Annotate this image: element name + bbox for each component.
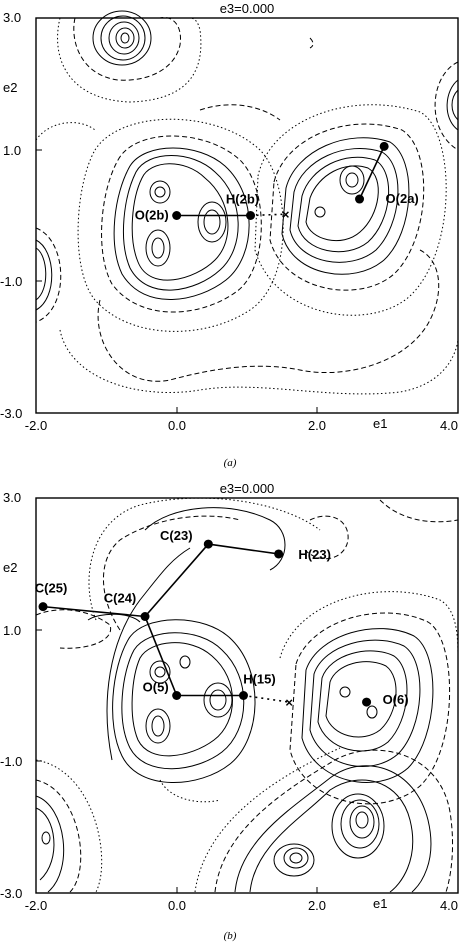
panel-a-caption: (a) [224,457,237,469]
panel-a-ylabel: e2 [3,80,17,95]
atom-label: H(2b) [226,192,259,207]
atom-dot [355,194,365,204]
atom-dot [362,697,372,707]
atom-dot [38,602,48,612]
panel-b-bonds [42,543,279,697]
panel-a-xtick-0: -2.0 [25,418,47,433]
panel-a: e3=0.000 [0,1,459,469]
atom-dot [172,691,182,700]
bond-1 [358,146,385,200]
panel-b-frame [35,497,459,894]
panel-a-bonds [176,146,385,217]
hbond-line [250,213,286,217]
panel-a-xlabel: e1 [373,416,387,431]
atom-label: O(2a) [386,191,419,206]
panel-a-contours [35,10,459,395]
panel-a-title: e3=0.000 [220,1,275,16]
panel-a-ytick-3: -3.0 [0,406,22,421]
atom-label: C(25) [35,581,68,596]
panel-b-ytick-3: -3.0 [0,886,22,901]
panel-b-ytick-0: 3.0 [3,490,21,505]
panel-b-xtick-3: 4.0 [440,898,458,913]
atom-dot [140,612,150,621]
bond-4 [208,543,279,555]
atom-label: C(24) [104,591,137,606]
panel-b-xtick-0: -2.0 [25,898,47,913]
panel-a-ticks [36,17,318,414]
atom-dot [203,539,213,549]
atom-dot [379,141,389,151]
panel-a-ytick-2: -1.0 [0,274,22,289]
atom-label: H(15) [243,672,276,687]
panel-b-xlabel: e1 [373,896,387,911]
bond-3 [144,543,209,618]
panel-b-caption: (b) [224,930,237,942]
panel-b-contours [35,497,459,893]
panel-a-xtick-1: 0.0 [168,418,186,433]
panel-b-marker: × [243,694,293,710]
atom-label: O(2b) [135,208,169,223]
panel-b-ytick-2: -1.0 [0,754,22,769]
panel-b: e3=0.000 [0,481,459,942]
panel-b-xtick-1: 0.0 [168,898,186,913]
panel-b-ticks [36,497,318,894]
atom-dot [172,211,182,220]
atom-label: O(6) [383,692,409,707]
atom-dot [274,549,284,559]
bond-1 [144,616,178,696]
atom-label: H(23) [298,547,331,562]
panel-b-atoms: O(5) H(15) O(6) C(24) C(25) C(23) H(23) [35,528,409,707]
panel-b-title: e3=0.000 [220,481,275,496]
hbond-line [243,694,290,703]
panel-a-ytick-1: 1.0 [3,143,21,158]
atom-label: C(23) [160,528,193,543]
cross-marker-icon: × [282,207,290,222]
panel-a-frame [35,17,459,414]
panel-a-marker: × [250,207,290,222]
panel-a-xtick-3: 4.0 [440,418,458,433]
cross-marker-icon: × [285,695,293,710]
panel-a-atoms: O(2b) H(2b) O(2a) [135,141,419,223]
panel-a-xtick-2: 2.0 [308,418,326,433]
panel-a-ytick-0: 3.0 [3,10,21,25]
bond-2 [42,605,146,618]
atom-label: O(5) [143,680,169,695]
panel-b-ylabel: e2 [3,560,17,575]
panel-b-xtick-2: 2.0 [308,898,326,913]
panel-b-ytick-1: 1.0 [3,623,21,638]
